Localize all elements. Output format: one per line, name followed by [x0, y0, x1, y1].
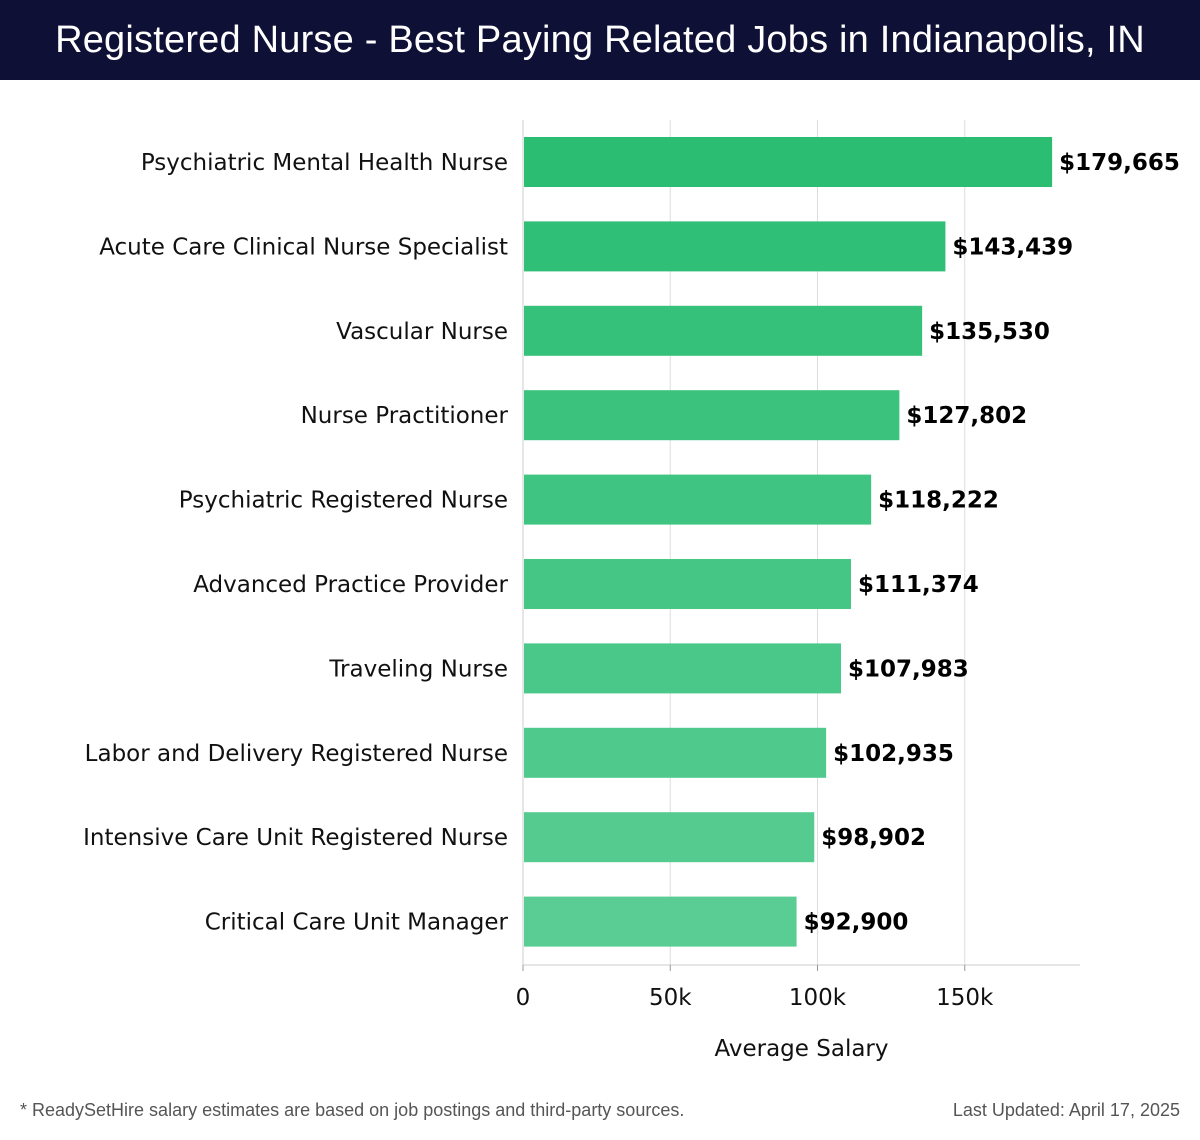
category-label: Vascular Nurse — [336, 319, 508, 345]
bars — [524, 137, 1053, 947]
last-updated: Last Updated: April 17, 2025 — [952, 1100, 1180, 1120]
chart-title: Registered Nurse - Best Paying Related J… — [55, 18, 1145, 61]
category-label: Traveling Nurse — [328, 656, 508, 682]
x-axis-title: Average Salary — [714, 1036, 888, 1062]
bar — [524, 896, 797, 947]
footnote: * ReadySetHire salary estimates are base… — [20, 1100, 685, 1120]
header-bar: Registered Nurse - Best Paying Related J… — [0, 0, 1200, 80]
category-label: Advanced Practice Provider — [193, 572, 508, 598]
category-label: Acute Care Clinical Nurse Specialist — [99, 234, 508, 260]
category-label: Critical Care Unit Manager — [205, 910, 509, 936]
value-label: $118,222 — [878, 488, 999, 514]
value-label: $135,530 — [929, 319, 1050, 345]
value-label: $107,983 — [848, 656, 969, 682]
x-tick-label: 150k — [936, 985, 994, 1011]
bar — [524, 812, 815, 863]
axes — [522, 120, 1080, 971]
bar — [524, 221, 946, 272]
category-label: Psychiatric Registered Nurse — [179, 488, 508, 514]
value-label: $92,900 — [804, 910, 909, 936]
bar — [524, 137, 1053, 187]
value-label: $127,802 — [906, 403, 1027, 429]
value-label: $98,902 — [821, 825, 926, 851]
category-label: Intensive Care Unit Registered Nurse — [83, 825, 508, 851]
bar — [524, 559, 851, 609]
bar — [524, 305, 923, 356]
x-tick-label: 0 — [516, 985, 531, 1011]
bar — [524, 474, 872, 525]
x-tick-label: 50k — [649, 985, 692, 1011]
category-label: Psychiatric Mental Health Nurse — [141, 150, 508, 176]
bar — [524, 643, 842, 694]
value-label: $111,374 — [858, 572, 979, 598]
value-label: $143,439 — [952, 234, 1073, 260]
value-label: $179,665 — [1059, 150, 1180, 176]
category-label: Nurse Practitioner — [301, 403, 509, 429]
bar — [524, 390, 900, 441]
bar — [524, 727, 827, 778]
category-label: Labor and Delivery Registered Nurse — [85, 741, 508, 767]
labels: Psychiatric Mental Health Nurse $179,665 A… — [83, 150, 1180, 1062]
salary-bar-chart: Psychiatric Mental Health Nurse $179,665 A… — [83, 120, 1180, 1062]
value-label: $102,935 — [833, 741, 954, 767]
x-tick-label: 100k — [789, 985, 847, 1011]
